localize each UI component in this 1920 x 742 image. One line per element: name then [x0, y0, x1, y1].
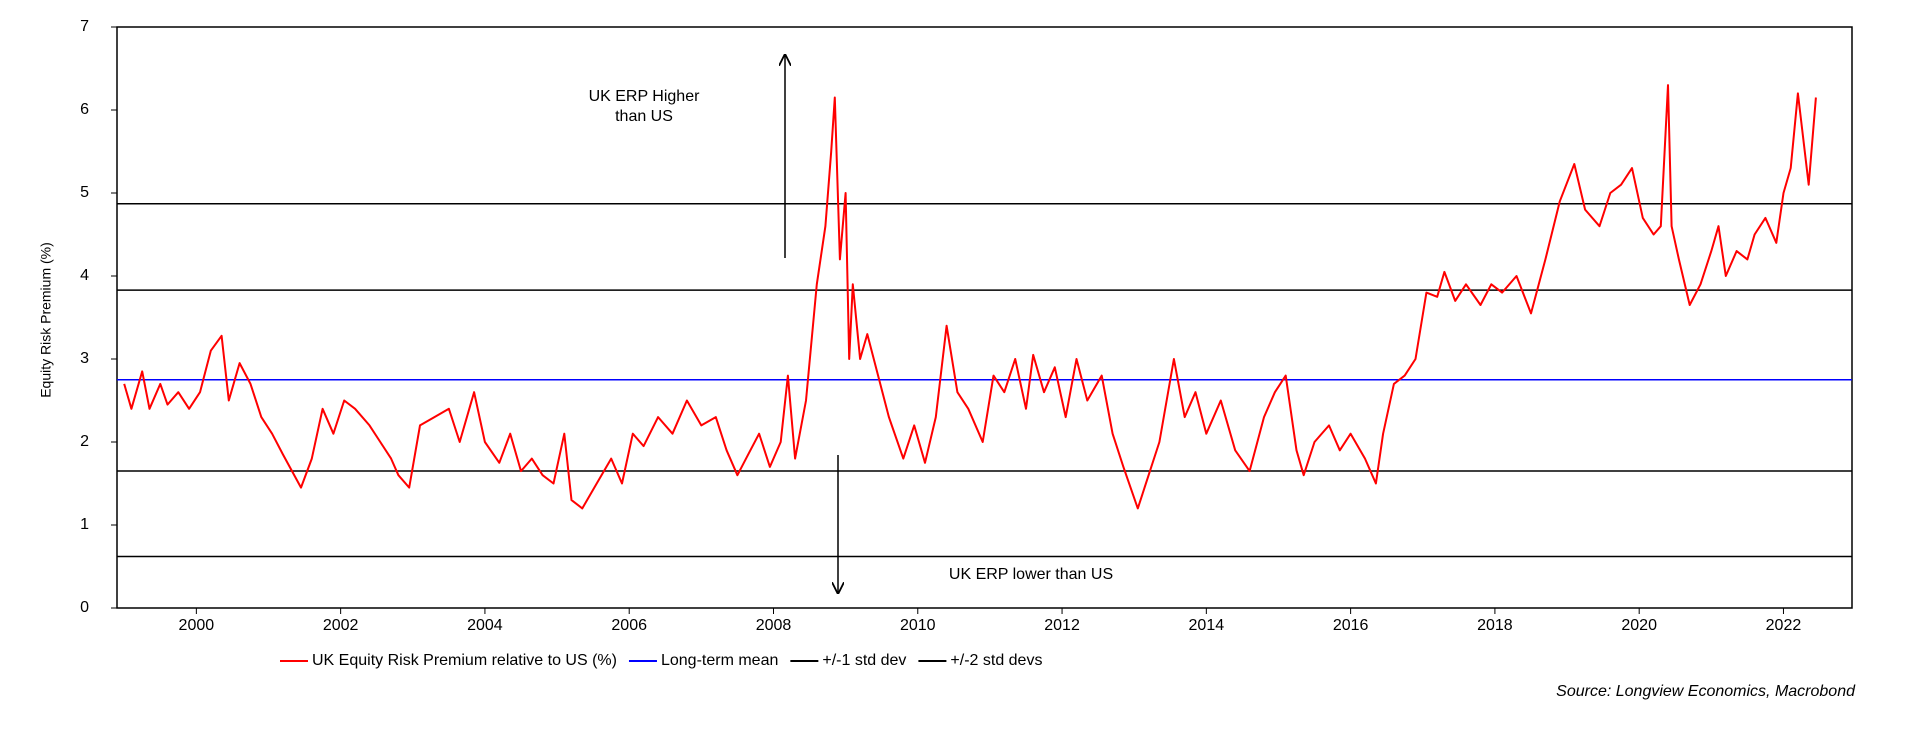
legend-label: +/-1 std dev	[822, 652, 906, 669]
annotation: UK ERP Higher	[589, 88, 701, 105]
x-tick-label: 2006	[611, 617, 647, 634]
x-tick-label: 2002	[323, 617, 359, 634]
x-tick-label: 2020	[1621, 617, 1657, 634]
y-tick-label: 0	[80, 599, 89, 616]
legend-label: Long-term mean	[661, 652, 778, 669]
y-axis-label: Equity Risk Premium (%)	[38, 242, 54, 398]
legend-label: +/-2 std devs	[950, 652, 1042, 669]
x-tick-label: 2004	[467, 617, 503, 634]
y-tick-label: 1	[80, 516, 89, 533]
x-tick-label: 2018	[1477, 617, 1513, 634]
x-tick-label: 2022	[1766, 617, 1802, 634]
annotation: UK ERP lower than US	[949, 566, 1113, 583]
x-tick-label: 2016	[1333, 617, 1369, 634]
x-tick-label: 2010	[900, 617, 936, 634]
y-tick-label: 7	[80, 18, 89, 35]
y-tick-label: 3	[80, 350, 89, 367]
x-tick-label: 2012	[1044, 617, 1080, 634]
source: Source: Longview Economics, Macrobond	[1556, 683, 1856, 700]
x-tick-label: 2000	[179, 617, 215, 634]
y-tick-label: 5	[80, 184, 89, 201]
y-tick-label: 6	[80, 101, 89, 118]
plot-frame	[116, 26, 1853, 609]
y-tick-label: 2	[80, 433, 89, 450]
y-tick-label: 4	[80, 267, 89, 284]
x-tick-label: 2014	[1189, 617, 1225, 634]
annotation: than US	[615, 108, 673, 125]
legend-label: UK Equity Risk Premium relative to US (%…	[312, 652, 617, 669]
series-line	[123, 84, 1817, 510]
x-tick-label: 2008	[756, 617, 792, 634]
